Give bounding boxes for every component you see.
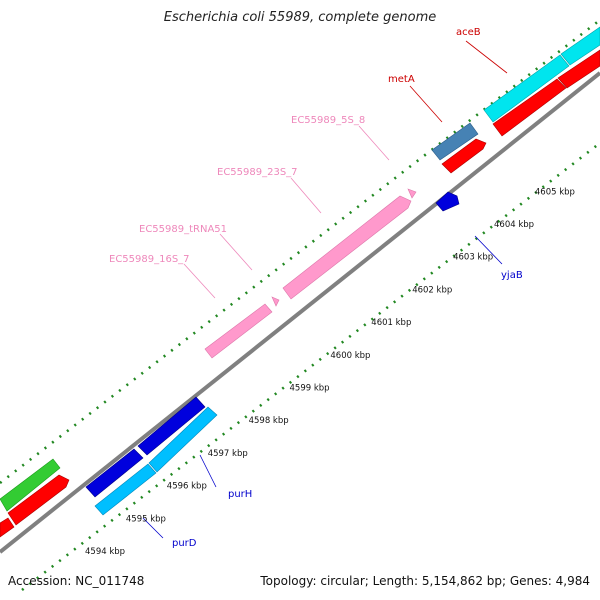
ruler-tick-label: 4595 kbp (126, 514, 166, 524)
ruler-tick-label: 4596 kbp (167, 482, 207, 492)
ectrna-leader-line (219, 233, 253, 271)
accession-text: Accession: NC_011748 (8, 574, 145, 588)
purD-blue-feature (137, 396, 206, 456)
ruler-tick-label: 4605 kbp (535, 187, 575, 197)
ec16s-label: EC55989_16S_7 (109, 254, 190, 265)
aceB-red-feature (492, 78, 567, 137)
ruler-tick-label: 4599 kbp (290, 384, 330, 394)
aceB-cyan-feature-2 (560, 26, 600, 66)
yjaB-label: yjaB (501, 270, 523, 281)
ruler-labels: 4594 kbp 4595 kbp 4596 kbp 4597 kbp 4598 kbp… (85, 187, 575, 557)
purD-leader-line (142, 517, 164, 539)
purD-label: purD (172, 538, 197, 549)
rrna-16s-feature (204, 303, 273, 359)
ruler-tick-label: 4603 kbp (453, 253, 493, 263)
inner-dotted-track (21, 141, 600, 592)
purD-cyan-feature (94, 463, 157, 516)
genome-summary-text: Topology: circular; Length: 5,154,862 bp… (260, 574, 590, 588)
ectrna-label: EC55989_tRNA51 (139, 224, 227, 235)
trna-feature (271, 296, 280, 307)
metA-blue-feature (431, 122, 479, 161)
ec5s-label: EC55989_5S_8 (291, 115, 365, 126)
yjaB-feature (435, 191, 460, 212)
aceB-label: aceB (456, 27, 481, 38)
metA-label: metA (388, 74, 415, 85)
rrna-5s-feature (407, 188, 417, 199)
red-cds-feature-right (557, 49, 600, 89)
ruler-tick-label: 4600 kbp (330, 351, 370, 361)
genome-title: Escherichia coli 55989, complete genome (163, 10, 437, 25)
outer-dotted-track (0, 18, 600, 485)
aceB-cyan-feature (483, 54, 570, 123)
purH-blue-feature (85, 448, 144, 498)
rrna-23s-feature (282, 195, 412, 300)
yjaB-leader-line (474, 235, 503, 265)
ec23s-leader-line (290, 177, 322, 214)
red-cds-feature-left-1 (7, 474, 70, 526)
ec16s-leader-line (183, 263, 216, 299)
ruler-tick-label: 4604 kbp (494, 220, 534, 230)
ruler-tick-label: 4594 kbp (85, 547, 125, 557)
ruler-tick-label: 4598 kbp (249, 416, 289, 426)
aceB-leader-line (465, 40, 508, 74)
metA-red-feature (441, 138, 487, 174)
purH-cyan-feature (148, 406, 218, 473)
ec5s-leader-line (358, 125, 390, 161)
genome-backbone (0, 71, 600, 554)
ruler-tick-label: 4601 kbp (371, 318, 411, 328)
green-cds-feature (0, 458, 61, 512)
red-cds-feature-left-2 (0, 517, 15, 538)
ruler-tick-label: 4602 kbp (412, 285, 452, 295)
metA-leader-line (409, 85, 443, 123)
ec23s-label: EC55989_23S_7 (217, 167, 298, 178)
purH-leader-line (199, 454, 217, 488)
purH-label: purH (228, 489, 252, 500)
ruler-tick-label: 4597 kbp (208, 449, 248, 459)
